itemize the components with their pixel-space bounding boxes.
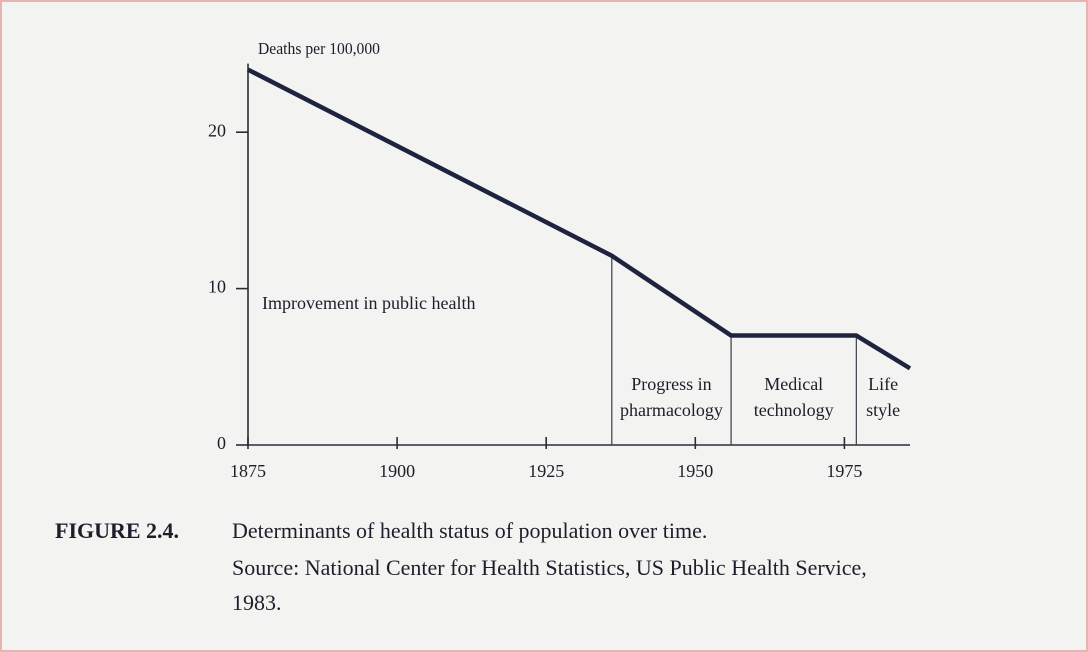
region-label: Medical: [764, 374, 823, 394]
y-tick-label: 0: [217, 433, 226, 453]
caption-line: Source: National Center for Health Stati…: [232, 555, 867, 580]
x-tick-label: 1925: [528, 461, 564, 481]
region-label: Improvement in public health: [262, 293, 475, 313]
region-label: technology: [754, 400, 834, 420]
x-tick-label: 1950: [677, 461, 713, 481]
region-label: style: [866, 400, 900, 420]
x-tick-label: 1900: [379, 461, 415, 481]
x-tick-label: 1975: [826, 461, 862, 481]
data-line: [246, 67, 912, 371]
region-label: pharmacology: [620, 400, 723, 420]
y-tick-label: 20: [208, 120, 226, 140]
region-label: Progress in: [631, 374, 712, 394]
y-tick-label: 10: [208, 277, 226, 297]
caption-label: FIGURE 2.4.: [55, 518, 179, 543]
caption-line: 1983.: [232, 590, 282, 615]
x-tick-label: 1875: [230, 461, 266, 481]
caption-line: Determinants of health status of populat…: [232, 518, 707, 543]
y-axis-label: Deaths per 100,000: [258, 38, 380, 58]
region-label: Life: [868, 374, 898, 394]
